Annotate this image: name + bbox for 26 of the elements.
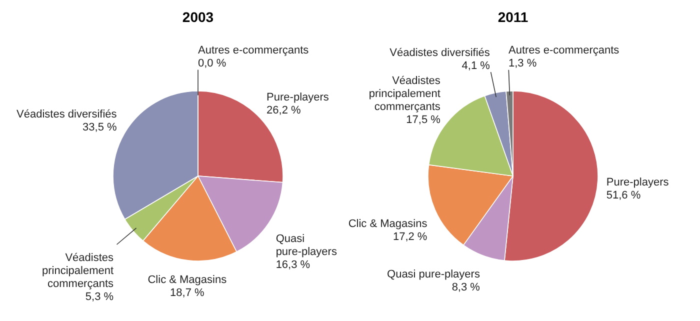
data-label: 18,7 %	[170, 286, 204, 299]
data-label: 1,3 %	[508, 58, 537, 70]
slice-label: Véadistes principalement commerçants	[42, 252, 114, 290]
data-label: 5,3 %	[85, 291, 114, 304]
data-label: 8,3 %	[452, 281, 480, 294]
data-label: 4,1 %	[462, 60, 490, 72]
data-label: 17,5 %	[406, 114, 441, 126]
data-label: 16,3 %	[276, 258, 310, 271]
slice-label: Véadistes diversifiés	[390, 46, 490, 59]
slice-label: Pure-players	[266, 91, 330, 104]
slice-label: Autres e-commerçants	[508, 44, 620, 57]
slice-label: Clic & Magasins	[148, 274, 228, 286]
data-label: 33,5 %	[82, 122, 117, 134]
chart-title: 2011	[498, 9, 528, 25]
data-label: 17,2 %	[392, 231, 428, 244]
slice-label: Véadistes diversifiés	[16, 108, 118, 121]
data-label: 26,2 %	[266, 104, 302, 116]
text: 0,0 %	[198, 58, 226, 70]
chart-title: 2003	[182, 9, 214, 25]
slice-label: Pure-players	[606, 176, 670, 189]
slice-label: Véadistes principalement commerçants	[368, 74, 441, 113]
slice-label: Quasi pure-players	[276, 232, 338, 258]
slice-label: Clic & Magasins	[348, 218, 428, 230]
data-label: 51,6 %	[606, 190, 641, 202]
slice-label: Quasi pure-players	[387, 268, 480, 280]
category-label: Autres e-commerçants	[198, 44, 309, 56]
